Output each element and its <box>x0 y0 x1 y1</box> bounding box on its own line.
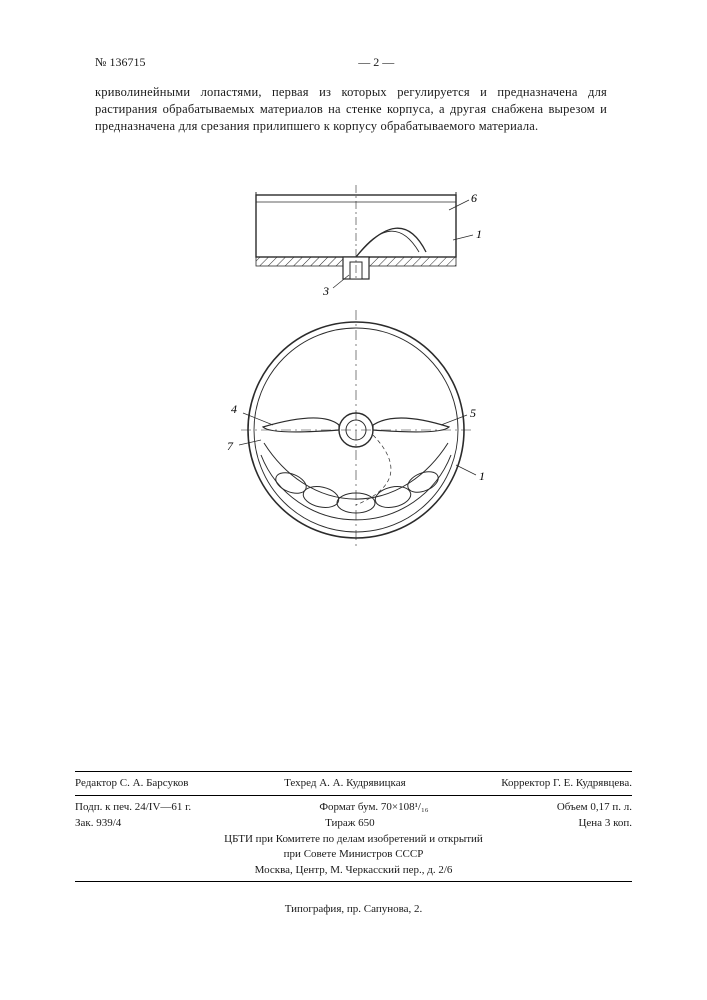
page: № 136715 — 2 — криволинейными лопастями,… <box>0 0 707 1000</box>
figure-label-1a: 1 <box>476 227 482 241</box>
rule-bottom <box>75 881 632 882</box>
plan-view: 4 7 5 1 <box>227 310 485 550</box>
rule-mid1 <box>75 795 632 796</box>
publisher-address: Москва, Центр, М. Черкасский пер., д. 2/… <box>75 863 632 878</box>
figure-label-6: 6 <box>471 191 477 205</box>
figure-label-4: 4 <box>231 402 237 416</box>
signed-to-print: Подп. к печ. 24/IV—61 г. <box>75 799 191 816</box>
editor: Редактор С. А. Барсуков <box>75 775 189 792</box>
figure-label-7: 7 <box>227 439 234 453</box>
publisher-line-2: при Совете Министров СССР <box>75 847 632 862</box>
top-cross-section: 6 1 3 <box>256 185 482 298</box>
body-paragraph: криволинейными лопастями, первая из кото… <box>95 84 607 135</box>
print-row-2: Зак. 939/4 Тираж 650 Цена 3 коп. <box>75 815 632 832</box>
publisher-line-1: ЦБТИ при Комитете по делам изобретений и… <box>75 832 632 847</box>
volume: Объем 0,17 п. л. <box>557 799 632 816</box>
rule-top <box>75 771 632 772</box>
print-row-1: Подп. к печ. 24/IV—61 г. Формат бум. 70×… <box>75 799 632 816</box>
paper-format: Формат бум. 70×108¹/₁₆ <box>319 799 428 816</box>
figure-label-3: 3 <box>322 284 329 298</box>
price: Цена 3 коп. <box>578 815 632 832</box>
running-header: № 136715 — 2 — <box>95 55 607 70</box>
technical-figure: 6 1 3 <box>201 180 501 570</box>
imprint-block: Редактор С. А. Барсуков Техред А. А. Куд… <box>75 768 632 885</box>
editors-row: Редактор С. А. Барсуков Техред А. А. Куд… <box>75 775 632 792</box>
order-number: Зак. 939/4 <box>75 815 121 832</box>
print-run: Тираж 650 <box>325 815 375 832</box>
colophon: Типография, пр. Сапунова, 2. <box>0 903 707 915</box>
figure-label-5: 5 <box>470 406 476 420</box>
page-marker: — 2 — <box>358 55 394 70</box>
tech-editor: Техред А. А. Кудрявицкая <box>284 775 406 792</box>
figure-label-1b: 1 <box>479 469 485 483</box>
corrector: Корректор Г. Е. Кудрявцева. <box>501 775 632 792</box>
doc-number: № 136715 <box>95 55 145 70</box>
